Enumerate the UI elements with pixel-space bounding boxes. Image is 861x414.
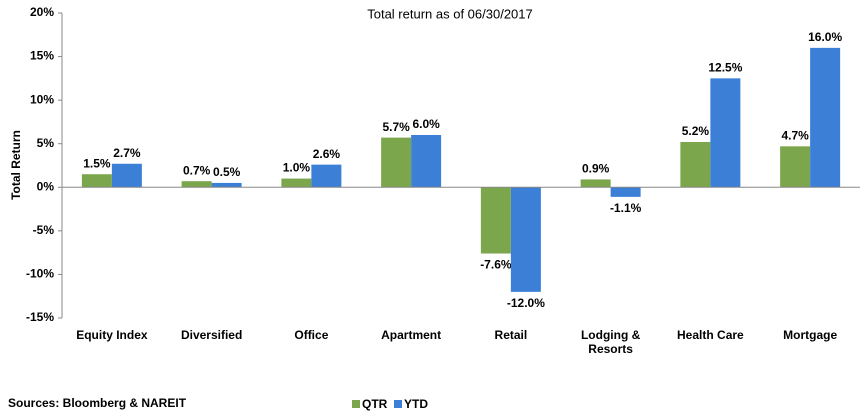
y-tick-label: -15% [26,310,54,324]
bar [810,47,841,188]
legend-label: YTD [404,397,428,411]
data-label: 5.7% [382,120,410,134]
bar [411,135,442,188]
bar [281,178,312,188]
data-label: -12.0% [507,296,545,310]
bar [480,187,511,254]
legend-swatch [352,400,360,408]
legend-label: QTR [362,397,388,411]
data-label: 2.7% [113,146,141,160]
bar [580,179,611,188]
data-label: 2.6% [313,147,341,161]
bar [680,141,711,188]
data-label: 1.5% [83,156,111,170]
data-label: 1.0% [283,161,311,175]
y-tick-label: 15% [30,49,54,63]
bar [780,146,811,188]
x-tick-label: Health Care [677,328,744,342]
x-tick-label: Apartment [381,328,442,342]
bar [311,164,342,188]
data-label: 12.5% [708,61,742,75]
data-label: -1.1% [610,201,642,215]
bar [610,187,641,197]
bar [381,137,412,188]
data-label: 6.0% [412,117,440,131]
bar [111,163,142,188]
data-label: -7.6% [480,258,512,272]
legend-swatch [394,400,402,408]
bar [710,78,741,188]
y-tick-label: 0% [37,179,55,193]
data-label: 0.5% [213,165,241,179]
y-axis-label: Total Return [9,130,23,200]
source-note: Sources: Bloomberg & NAREIT [8,396,187,410]
x-tick-label: Diversified [180,328,243,342]
y-tick-label: 10% [30,92,54,106]
bar [510,187,541,292]
data-label: 0.9% [582,162,610,176]
data-label: 4.7% [781,129,809,143]
data-label: 0.7% [183,163,211,177]
y-tick-label: 5% [37,136,55,150]
x-tick-label: Lodging & Resorts [580,328,641,356]
x-tick-label: Office [294,328,329,342]
bar [81,174,112,188]
x-tick-label: Equity Index [76,328,148,342]
y-tick-label: 20% [30,5,54,19]
x-tick-label: Retail [494,328,528,342]
y-tick-label: -5% [33,223,55,237]
bar [181,181,212,188]
bar [211,182,242,188]
x-tick-label: Mortgage [783,328,838,342]
chart-title: Total return as of 06/30/2017 [367,6,533,21]
data-label: 5.2% [682,124,710,138]
data-label: 16.0% [808,30,842,44]
y-tick-label: -10% [26,267,54,281]
